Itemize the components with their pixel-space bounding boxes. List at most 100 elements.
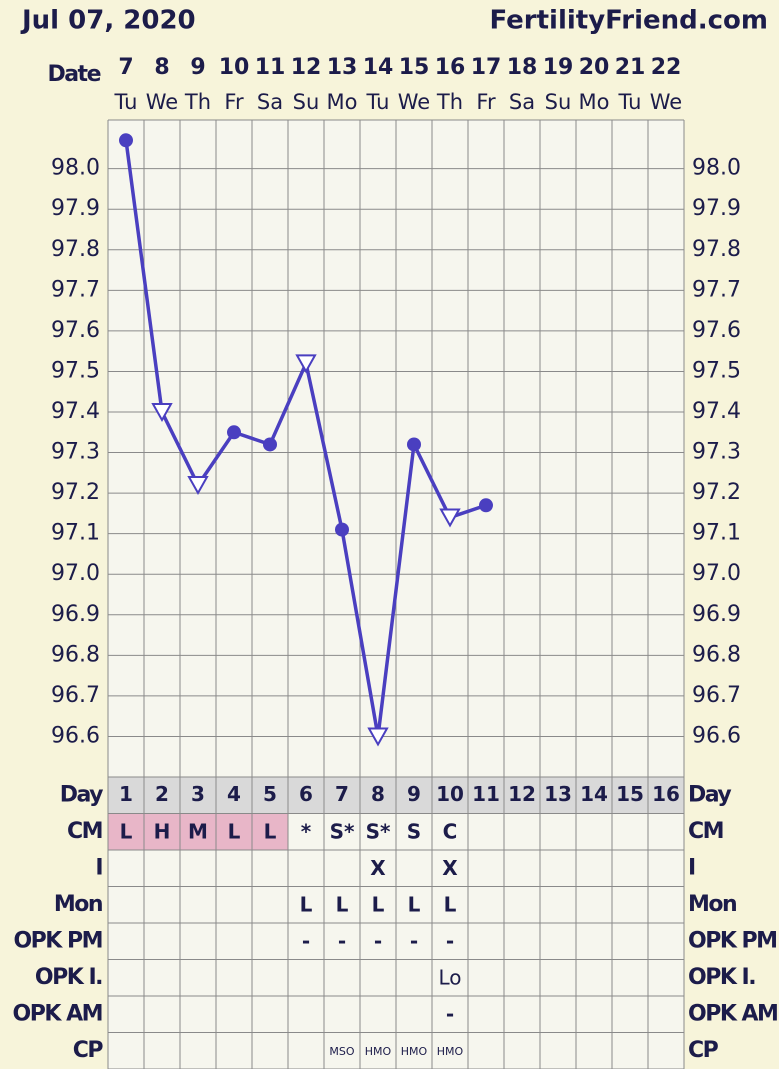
cell-background [432,777,468,814]
row-label: I [95,855,102,880]
cell-background [468,777,504,814]
circle-marker [263,437,277,452]
table-cell: - [446,1002,454,1026]
table-cell: L [408,892,421,916]
table-cell: 12 [508,782,536,806]
table-cell: S [407,819,421,843]
y-tick-label-right: 96.6 [692,723,741,748]
y-tick-label: 96.7 [51,683,100,708]
row-label-right: OPK AM [688,1001,777,1026]
x-tick-label: 21 [615,55,646,80]
table-cell: L [372,892,385,916]
circle-marker [119,133,133,148]
y-tick-label-right: 97.5 [692,358,741,383]
y-tick-label-right: 96.7 [692,683,741,708]
table-cell: 10 [436,782,464,806]
weekday-label: We [398,90,430,114]
weekday-label: Mo [327,90,358,114]
site-name: FertilityFriend.com [489,6,768,36]
weekday-label: Fr [476,90,496,114]
cell-background [252,813,288,850]
weekday-label: We [650,90,682,114]
cell-background [216,813,252,850]
row-label-right: I [688,855,695,880]
cell-background [144,813,180,850]
row-label: OPK AM [13,1001,102,1026]
circle-marker [407,437,421,452]
table-cell: 4 [227,782,241,806]
table-cell: 16 [652,782,680,806]
row-label: CP [73,1038,104,1063]
y-tick-label-right: 97.6 [692,318,741,343]
table-cell: C [443,819,458,843]
x-tick-label: 20 [579,55,610,80]
x-tick-label: 22 [651,55,682,80]
table-cell: L [264,819,277,843]
weekday-label: Tu [618,90,642,114]
row-label-right: Mon [688,892,736,917]
y-tick-label: 97.8 [51,237,100,262]
table-cell: - [302,929,310,953]
cell-background [324,777,360,814]
triangle-marker [295,354,317,374]
table-cell: M [188,819,208,843]
y-tick-label-right: 97.9 [692,196,741,221]
cell-background [180,813,216,850]
cell-background [504,777,540,814]
table-cell: 3 [191,782,205,806]
weekday-label: We [146,90,178,114]
triangle-marker [151,403,173,423]
cell-background [108,777,144,814]
table-cell: 13 [544,782,572,806]
circle-marker [335,522,349,537]
table-cell: 7 [335,782,349,806]
y-tick-label: 97.6 [51,318,100,343]
row-label: OPK I. [35,965,102,990]
cell-background [396,777,432,814]
table-cell: 2 [155,782,169,806]
table-cell: 5 [263,782,277,806]
table-cell: HMO [365,1045,392,1058]
table-cell: L [228,819,241,843]
x-tick-label: 15 [399,55,430,80]
y-tick-label: 96.8 [51,642,100,667]
row-label: Mon [54,892,102,917]
y-tick-label-right: 97.0 [692,561,741,586]
table-cell: HMO [437,1045,464,1058]
table-cell: X [370,856,386,880]
x-tick-label: 9 [190,55,205,80]
table-cell: L [300,892,313,916]
triangle-marker [187,476,209,496]
weekday-label: Th [436,90,463,114]
weekday-label: Mo [579,90,610,114]
cell-background [576,777,612,814]
x-tick-label: 13 [327,55,358,80]
table-cell: * [301,819,312,843]
x-tick-label: 10 [219,55,250,80]
row-label-right: OPK PM [688,928,777,953]
table-cell: S* [366,819,391,843]
y-tick-label-right: 97.7 [692,277,741,302]
table-cell: HMO [401,1045,428,1058]
y-tick-label-right: 97.2 [692,480,741,505]
y-tick-label: 97.7 [51,277,100,302]
table-cell: Lo [438,965,461,989]
row-label: Day [60,782,103,807]
y-tick-label: 97.5 [51,358,100,383]
table-cell: 9 [407,782,421,806]
x-tick-label: 16 [435,55,466,80]
weekday-label: Fr [224,90,244,114]
y-tick-label: 96.9 [51,602,100,627]
table-cell: 11 [472,782,500,806]
x-tick-label: 8 [154,55,169,80]
cell-background [288,777,324,814]
weekday-label: Su [293,90,320,114]
y-tick-label: 96.6 [51,723,100,748]
weekday-label: Tu [114,90,138,114]
y-tick-label-right: 97.1 [692,521,741,546]
table-cell: H [154,819,171,843]
y-tick-label-right: 96.9 [692,602,741,627]
x-tick-label: 17 [471,55,502,80]
cell-background [180,777,216,814]
table-cell: X [442,856,458,880]
